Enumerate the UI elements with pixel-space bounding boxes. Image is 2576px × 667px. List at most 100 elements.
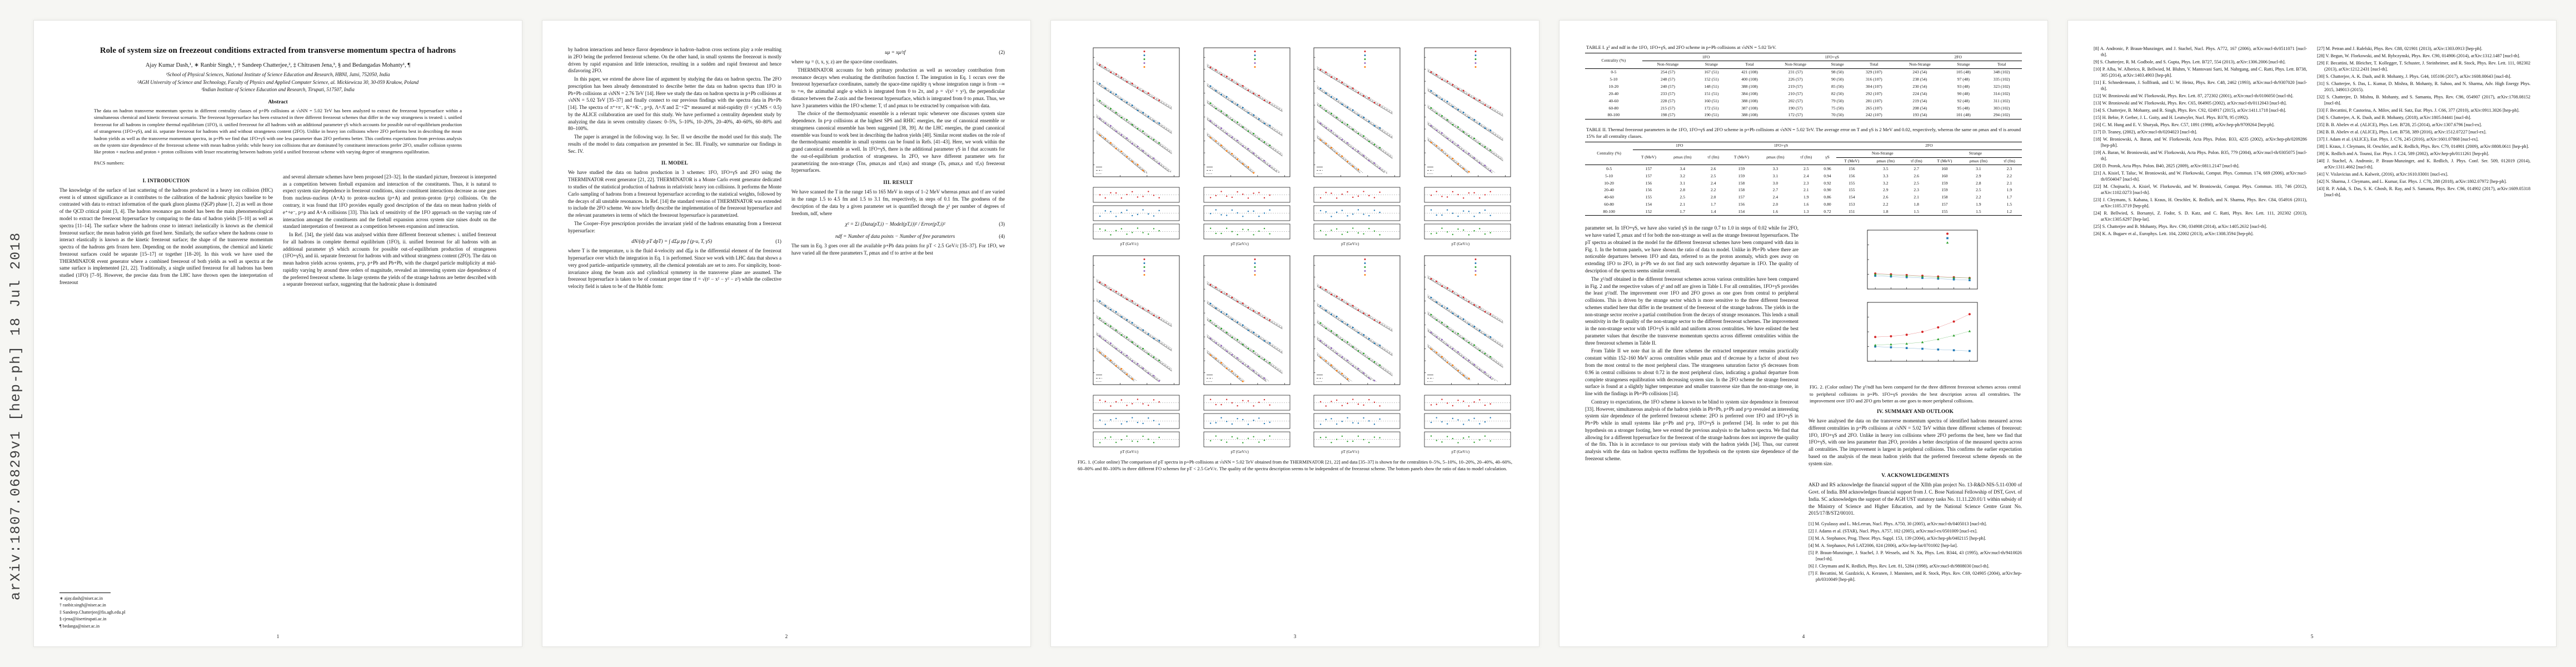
reference-item: [7] F. Becattini, M. Gazdzicki, A. Keran… — [1808, 571, 2022, 583]
paragraph: where T is the temperature, u is the flu… — [568, 248, 781, 290]
table-cell: 90 (50) — [1831, 77, 1844, 82]
reference-list: [27] M. Petran and J. Rafelski, Phys. Re… — [2317, 46, 2530, 630]
table-cell: 1.5 — [1976, 209, 1981, 215]
reference-item: [35] B. B. Abelev et al. (ALICE), Phys. … — [2317, 122, 2482, 127]
reference-item: [36] B. B. Abelev et al. (ALICE), Phys. … — [2317, 129, 2487, 135]
table-cell: 156 — [1645, 187, 1652, 193]
table-cell: 0.96 — [1823, 166, 1831, 171]
fig1-x-axis-label: pT (GeV/c) — [1341, 450, 1359, 454]
equation-2-body: uμ = xμ/τf — [885, 49, 906, 55]
paper-title: Role of system size on freezeout conditi… — [99, 46, 456, 55]
section-heading-introduction: I. INTRODUCTION — [142, 177, 190, 183]
table-cell: 228 (57) — [1660, 98, 1675, 103]
table-cell: 387 (108) — [1741, 105, 1758, 111]
table-1: Centrality (%) 1FO 1FO+γS 2FO Non-Strange Str… — [1585, 53, 2022, 120]
table-cell: 20-40 — [1604, 187, 1614, 193]
footnote-email-5: ¶ bedanga@niser.ac.in — [59, 623, 100, 629]
table-cell: 1.6 — [1803, 202, 1809, 207]
table-cell: 388 (108) — [1741, 112, 1758, 118]
table-cell: 157 — [1738, 195, 1745, 200]
reference-item: [25] S. Chatterjee and B. Mohanty, Phys.… — [2094, 223, 2268, 229]
table-cell: 323 (102) — [1993, 83, 2010, 89]
table-header-cell: ρmax (fm) — [1757, 150, 1794, 166]
reference-item: [6] J. Cleymans and K. Redlich, Phys. Re… — [1808, 564, 1990, 569]
paragraph: The χ²/ndf obtained in the different fre… — [1585, 276, 1798, 346]
table-cell: 2.7 — [1772, 187, 1778, 193]
table-cell: 2.5 — [1914, 180, 1919, 186]
table-cell: 243 (54) — [1912, 69, 1927, 75]
reference-item: [29] F. Becattini, M. Bleicher, T. Kolle… — [2317, 60, 2530, 72]
table-cell: 400 (108) — [1741, 77, 1758, 82]
page-3: pT (GeV/c) pT (GeV/c) pT (GeV/c) pT (GeV/c)… — [1050, 20, 1539, 647]
table-cell: 2.6 — [1883, 195, 1889, 200]
authors-line: Ajay Kumar Dash,¹, ∗ Ranbir Singh,¹, † S… — [145, 62, 411, 69]
table-cell: 2.0 — [1710, 195, 1716, 200]
table-cell: 80-100 — [1603, 209, 1615, 215]
equation-4: ndf = Number of data points − Number of … — [791, 233, 1005, 239]
paragraph: From Table II we note that in all the th… — [1585, 348, 1798, 397]
table-cell: 2.2 — [1710, 187, 1716, 193]
table-header-cell: τf (fm) — [1904, 157, 1929, 166]
table-header-cell: 1FO+γS — [1726, 142, 1836, 150]
reference-item: [11] E. Schnedermann, J. Sollfrank, and … — [2094, 79, 2307, 91]
figure-2 — [1808, 226, 2022, 379]
table-cell: 151 — [1848, 209, 1855, 215]
table-row: 0-5 254 (57) 167 (51) 421 (108) 231 (57) 98 (… — [1585, 68, 2022, 76]
fig1-panel-group: pT (GeV/c) — [1408, 44, 1513, 246]
table-cell: 3.2 — [1680, 173, 1686, 178]
equation-1: dN/(dy pT dpT) = ∫ dΣμ pμ f (p·u, T, γS)… — [568, 238, 781, 244]
table-cell: 40-60 — [1604, 195, 1614, 200]
table-cell: 172 (57) — [1788, 112, 1803, 118]
ratio-plot — [1424, 223, 1511, 240]
table-cell: 219 (54) — [1912, 98, 1927, 103]
table-cell: 0-5 — [1606, 166, 1612, 171]
table-cell: 303 (102) — [1993, 105, 2010, 111]
table-cell: 155 — [1848, 187, 1855, 193]
table-cell: 2.1 — [2006, 180, 2012, 186]
table-cell: 0.80 — [1823, 202, 1831, 207]
footnote-email-2: † ranbir.singh@niser.ac.in — [59, 603, 106, 608]
fig1-x-axis-label: pT (GeV/c) — [1451, 242, 1470, 246]
reference-item: [34] S. Chatterjee, A. K. Dash, and B. M… — [2317, 115, 2472, 120]
table-cell: 265 (107) — [1865, 105, 1882, 111]
table-cell: 2.0 — [1772, 202, 1778, 207]
table-cell: 3.3 — [1772, 166, 1778, 171]
paragraph: We have studied the data on hadron produ… — [568, 170, 781, 218]
table-cell: 159 — [1941, 180, 1948, 186]
reference-item: [43] R. P. Adak, S. Das, S. K. Ghosh, R.… — [2317, 186, 2530, 197]
ratio-plot — [1313, 395, 1401, 411]
affiliation-3: ³Indian Institute of Science Education a… — [201, 87, 355, 93]
reference-item: [28] V. Begun, W. Florkowski, and M. Ryb… — [2317, 53, 2520, 58]
table-header-cell: Strange — [1929, 150, 2022, 158]
equation-3: χ² = Σi (Data(pT,i) − Model(pT,i))² / Er… — [791, 221, 1005, 227]
table-cell: 3.4 — [1680, 166, 1686, 171]
page-1: Role of system size on freezeout conditi… — [33, 20, 522, 647]
table-header-cell: Total — [1729, 61, 1770, 69]
fig1-x-axis-label: pT (GeV/c) — [1120, 450, 1139, 454]
reference-item: [40] J. Stachel, A. Andronic, P. Braun-M… — [2317, 158, 2530, 170]
paragraph: The knowledge of the surface of last sca… — [59, 187, 273, 285]
reference-item: [3] M. A. Stephanov, Prog. Theor. Phys. … — [1808, 536, 1986, 541]
paragraph: Contrary to expectations, the 1FO scheme… — [1585, 399, 1798, 461]
abstract-text: The data on hadron transverse momentum s… — [94, 107, 462, 155]
table-row: 10-20 156 3.1 2.4 158 3.0 2.3 0.92 155 3.2 2.5 159 2… — [1585, 180, 2022, 187]
table-cell: 10-20 — [1604, 180, 1614, 186]
table-cell: 2.1 — [1680, 202, 1686, 207]
pacs-line: PACS numbers: — [94, 160, 124, 166]
table-cell: 421 (108) — [1741, 69, 1758, 75]
paragraph: In this paper, we extend the above line … — [568, 76, 781, 132]
table-row: 60-80 154 2.1 1.7 156 2.0 1.6 0.80 153 2.2 1.8 157 1… — [1585, 201, 2022, 208]
fig1-x-axis-label: pT (GeV/c) — [1230, 450, 1249, 454]
table-cell: 329 (107) — [1865, 69, 1882, 75]
ratio-plot — [1203, 413, 1291, 429]
affiliation-2: ²AGH University of Science and Technolog… — [137, 79, 419, 85]
table-cell: 230 (54) — [1912, 83, 1927, 89]
table-header-cell: 1FO — [1642, 53, 1770, 61]
table-cell: 153 — [1848, 202, 1855, 207]
table-cell: 238 (54) — [1912, 77, 1927, 82]
table-header-cell: ρmax (fm) — [1960, 157, 1997, 166]
table-cell: 167 (51) — [1704, 69, 1719, 75]
table-cell: 2.4 — [1803, 173, 1809, 178]
fig1-x-axis-label: pT (GeV/c) — [1230, 242, 1249, 246]
page-4: TABLE I. χ² and ndf in the 1FO, 1FO+γS, … — [1559, 20, 2048, 647]
